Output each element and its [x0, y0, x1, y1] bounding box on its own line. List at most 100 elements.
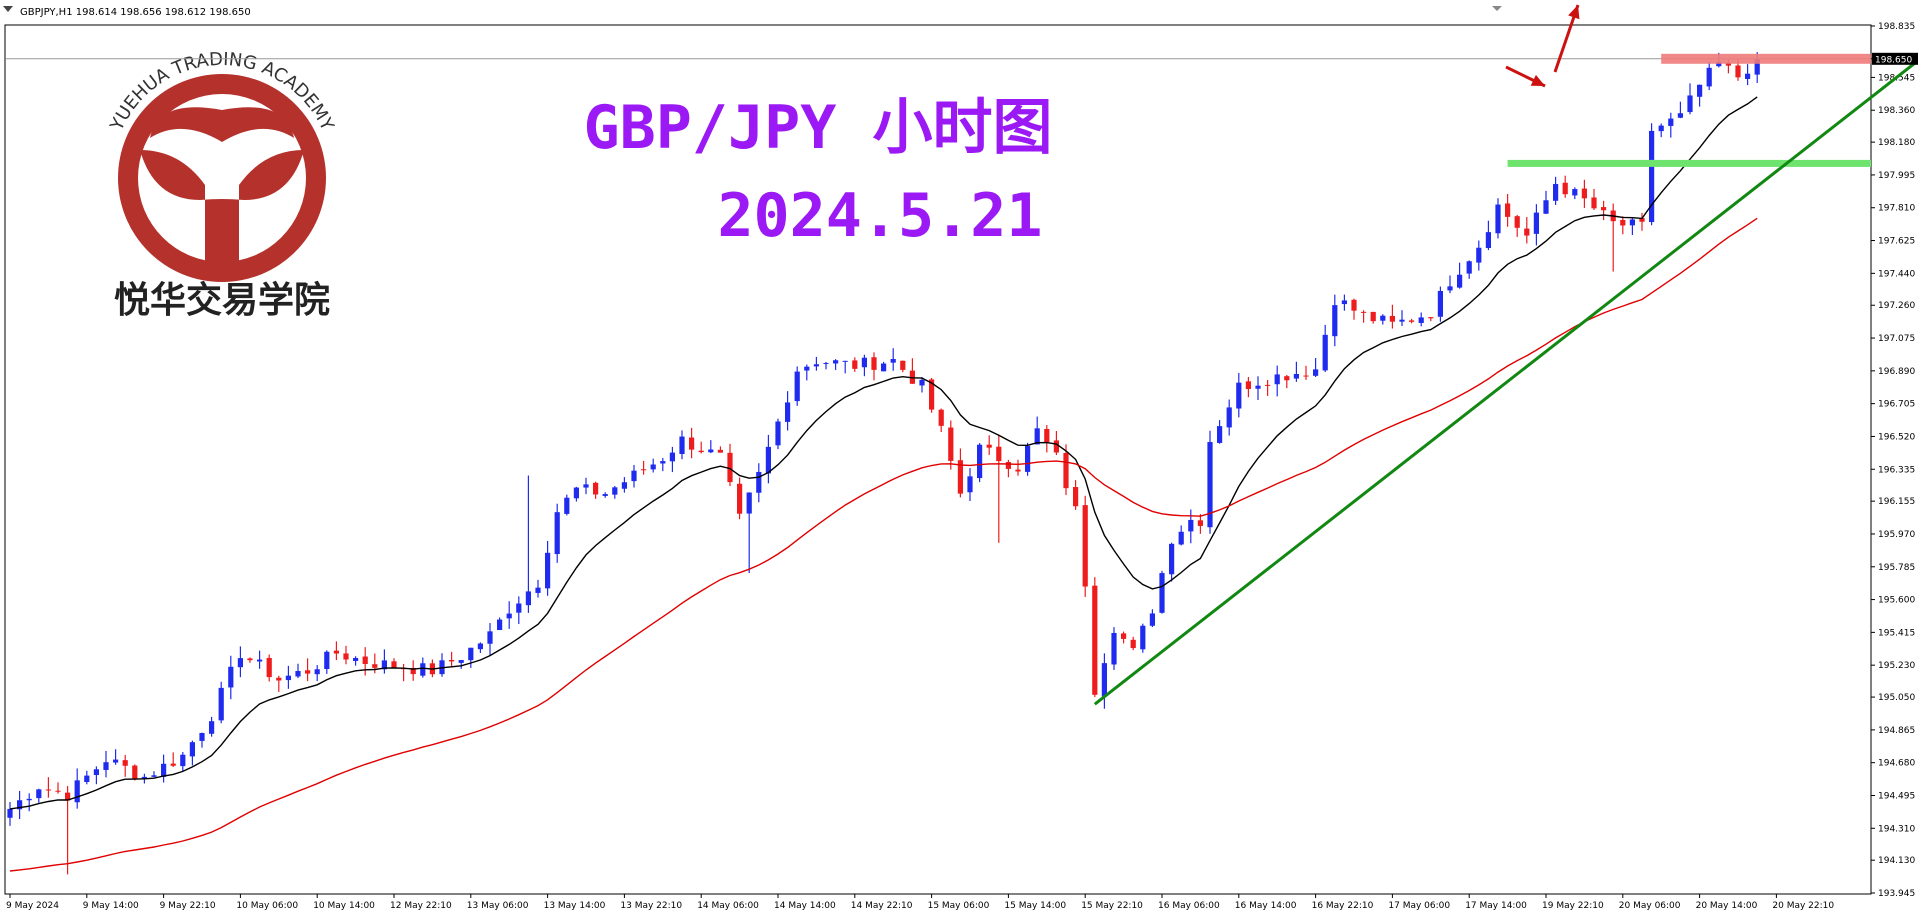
candle-bullish [890, 348, 896, 371]
candle-body [545, 552, 551, 589]
candle-body [506, 613, 512, 619]
candle-bearish [1389, 304, 1395, 329]
time-tick-label: 15 May 06:00 [928, 901, 990, 911]
candle-body [813, 364, 819, 367]
candle-body [1457, 274, 1463, 288]
logo-inner-circle [138, 94, 306, 262]
candle-bearish [1265, 379, 1271, 396]
candle-bearish [1015, 459, 1021, 476]
breakout-arrow-icon [1553, 4, 1580, 73]
candle-body [1063, 453, 1069, 489]
candle-body [1620, 219, 1626, 226]
candle-bullish [1533, 204, 1539, 246]
candle-bearish [1620, 216, 1626, 235]
candle-body [967, 476, 973, 493]
candle-bullish [228, 655, 234, 700]
candle-bearish [305, 658, 311, 682]
candle-body [36, 789, 42, 799]
candle-body [1015, 469, 1021, 472]
time-tick-label: 9 May 14:00 [83, 901, 139, 911]
candle-bullish [1025, 442, 1031, 476]
candle-bullish [506, 601, 512, 629]
candle-body [900, 360, 906, 370]
candle-body [727, 452, 733, 483]
candle-bearish [900, 360, 906, 373]
candle-bearish [1245, 376, 1251, 398]
price-tick-label: 198.835 [1878, 22, 1915, 32]
candle-bearish [948, 420, 954, 470]
candle-body [929, 379, 935, 410]
candle-bearish [641, 460, 647, 475]
candle-body [1668, 118, 1674, 126]
candle-body [602, 494, 608, 496]
candle-bearish [1581, 179, 1587, 208]
candle-bullish [237, 646, 243, 678]
candle-body [679, 436, 685, 454]
candle-bullish [660, 457, 666, 472]
candle-body [1524, 228, 1530, 236]
candle-body [1053, 440, 1059, 453]
candle-bullish [1687, 83, 1693, 115]
candle-body [823, 363, 829, 365]
candle-body [353, 658, 359, 661]
candle-bullish [833, 359, 839, 370]
candle-bullish [746, 492, 752, 573]
candle-body [170, 763, 176, 766]
candle-bullish [1332, 294, 1338, 347]
moving-average-fast [9, 96, 1758, 810]
candle-bullish [151, 771, 157, 778]
candle-body [1389, 315, 1395, 322]
candle-body [621, 482, 627, 489]
candle-body [1485, 232, 1491, 248]
candle-body [26, 798, 32, 801]
current-price-tag-text: 198.650 [1875, 55, 1912, 65]
candle-bearish [1130, 636, 1136, 651]
candle-bullish [967, 468, 973, 502]
candle-bearish [717, 446, 723, 453]
pullback-arrow-icon [1505, 65, 1546, 88]
candle-body [1341, 300, 1347, 305]
candle-bearish [170, 752, 176, 768]
candle-body [1351, 299, 1357, 311]
candle-bullish [1226, 399, 1232, 436]
logo-chinese-name: 悦华交易学院 [114, 279, 330, 321]
candle-bullish [353, 656, 359, 666]
candle-body [74, 780, 80, 803]
candle-body [189, 742, 195, 757]
candle-body [1092, 585, 1098, 695]
candle-bullish [775, 418, 781, 450]
price-tick-label: 194.130 [1878, 856, 1915, 866]
candle-body [122, 760, 128, 766]
candle-body [612, 487, 618, 495]
candle-body [535, 587, 541, 593]
candle-bullish [1159, 570, 1165, 614]
candle-bullish [1149, 609, 1155, 628]
price-tick-label: 195.050 [1878, 693, 1915, 703]
candle-body [1274, 374, 1280, 385]
candle-bullish [497, 617, 503, 631]
candle-bearish [852, 357, 858, 372]
candle-body [689, 437, 695, 450]
price-tick-label: 196.705 [1878, 400, 1915, 410]
candle-bearish [1361, 310, 1367, 323]
candle-bullish [823, 361, 829, 370]
current-price-tag: 198.650 [1872, 52, 1918, 65]
candle-body [1639, 217, 1645, 222]
dropdown-triangle-icon[interactable] [3, 6, 13, 12]
candle-body [641, 469, 647, 471]
price-tick-label: 197.260 [1878, 301, 1915, 311]
candle-bearish [45, 777, 51, 798]
academy-logo: YUEHUA TRADING ACADEMY 悦华交易学院 [106, 49, 338, 321]
candle-body [1706, 67, 1712, 87]
candle-body [1265, 384, 1271, 386]
candle-bearish [938, 408, 944, 432]
candle-bullish [84, 770, 90, 785]
candle-bullish [209, 716, 215, 737]
price-tick-label: 198.180 [1878, 138, 1915, 148]
candle-bearish [1562, 175, 1568, 198]
candle-body [1735, 65, 1741, 78]
candle-body [861, 357, 867, 368]
candle-body [1255, 385, 1261, 389]
candle-bullish [17, 790, 23, 820]
